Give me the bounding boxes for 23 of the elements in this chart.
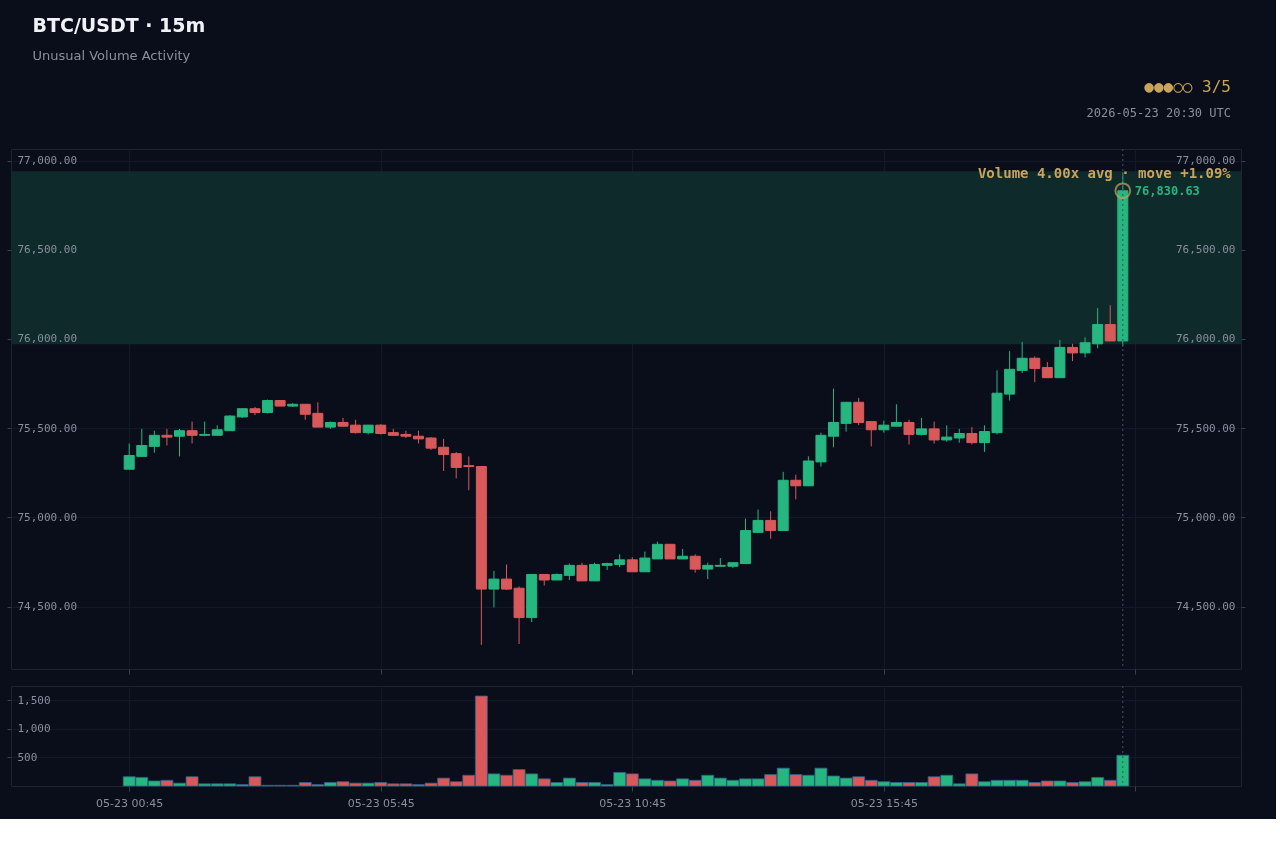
y-tick-label: 77,000.00 bbox=[17, 154, 78, 168]
y-tick-label: 500 bbox=[17, 750, 38, 764]
y2-tick-label: 75,000.00 bbox=[1175, 510, 1236, 524]
text: ●●●○○ 3/5 bbox=[1144, 77, 1231, 96]
y-tick-label: 75,000.00 bbox=[17, 510, 78, 524]
y-tick-label: 76,000.00 bbox=[17, 332, 78, 346]
y-tick-label: 75,500.00 bbox=[17, 421, 78, 435]
y-tick-label: 74,500.00 bbox=[17, 600, 78, 614]
y2-tick-label: 76,500.00 bbox=[1175, 243, 1236, 257]
y-tick-label: 1,000 bbox=[17, 722, 51, 736]
chart-subtitle: Unusual Volume Activity bbox=[32, 48, 191, 63]
x-tick-label: 05-23 10:45 bbox=[599, 796, 667, 810]
y2-tick-label: 75,500.00 bbox=[1175, 421, 1236, 435]
x-tick-label: 05-23 00:45 bbox=[96, 796, 164, 810]
x-tick-label: 05-23 05:45 bbox=[347, 796, 415, 810]
y2-tick-label: 74,500.00 bbox=[1175, 600, 1236, 614]
y-tick-label: 1,500 bbox=[17, 693, 51, 707]
chart-title: BTC/USDT · 15m bbox=[32, 14, 206, 36]
annotation: 76,830.63 bbox=[1134, 183, 1200, 198]
x-tick-label: 05-23 15:45 bbox=[850, 796, 918, 810]
y-tick-label: 76,500.00 bbox=[17, 243, 78, 257]
y2-tick-label: 76,000.00 bbox=[1175, 332, 1236, 346]
text: 2026-05-23 20:30 UTC bbox=[1086, 106, 1231, 120]
